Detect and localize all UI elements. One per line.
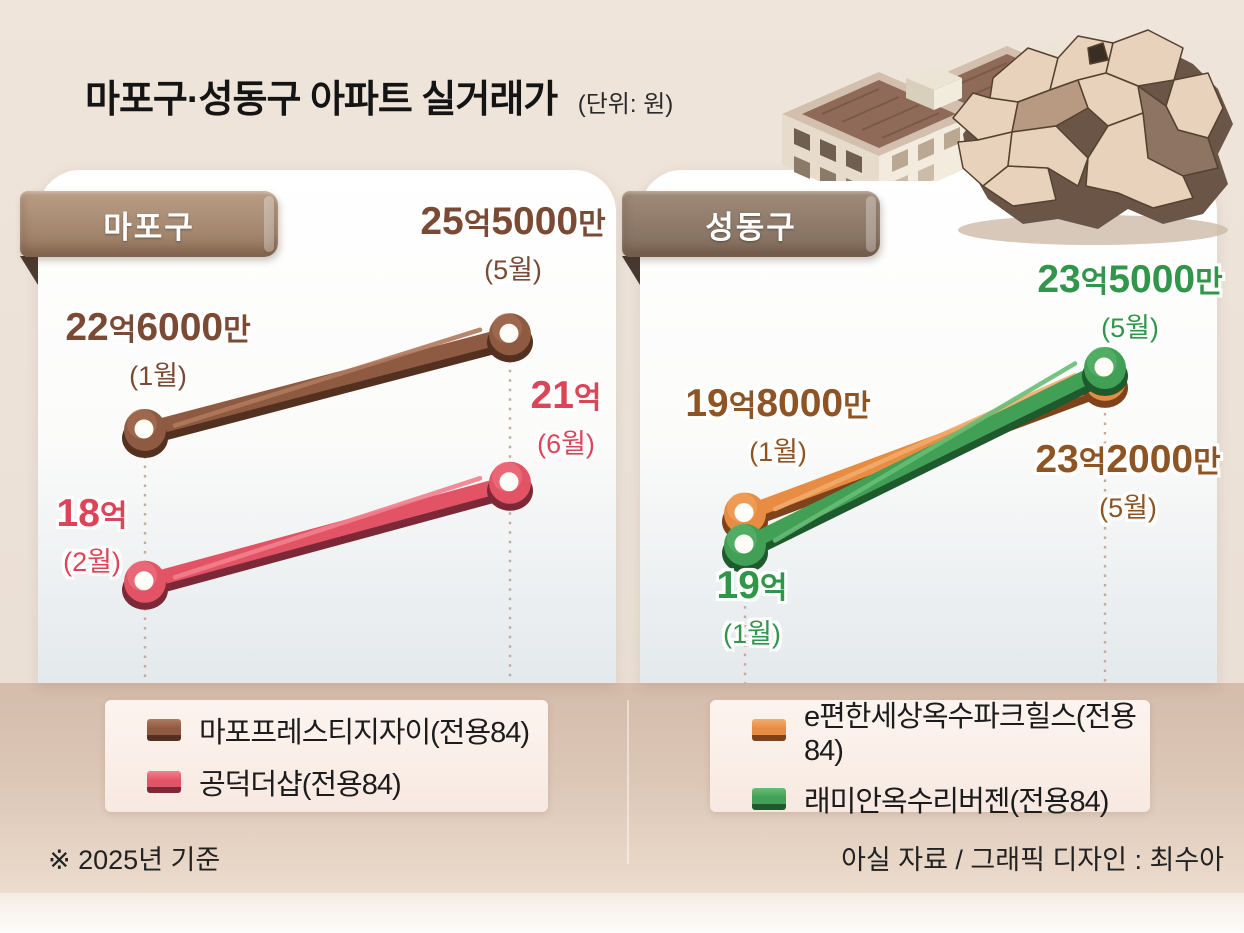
price-value: 19억8000만 [685, 382, 871, 425]
point-label-gongdeok-feb: 18억 (2월) [56, 492, 128, 579]
price-value: 19억 [716, 564, 788, 607]
background-bottom-strip [0, 893, 1244, 933]
legend-label: e편한세상옥수파크힐스(전용84) [804, 700, 1137, 767]
legend-swatch-green [752, 787, 786, 810]
legend-item: 마포프레스티지자이(전용84) [147, 709, 548, 751]
price-value: 25억5000만 [420, 200, 606, 243]
point-label-mapo-prestige-may: 25억5000만 (5월) [420, 200, 606, 287]
legend-card-mapo: 마포프레스티지자이(전용84) 공덕더샵(전용84) [105, 700, 548, 812]
price-value: 23억2000만 [1035, 438, 1221, 481]
badge-seongdong-fold [622, 256, 640, 285]
price-month: (5월) [1101, 312, 1159, 343]
seongdong-chart [722, 347, 1128, 683]
legend-card-seongdong: e편한세상옥수파크힐스(전용84) 래미안옥수리버젠(전용84) [710, 700, 1150, 818]
price-month: (1월) [723, 618, 781, 649]
point-label-mapo-prestige-jan: 22억6000만 (1월) [65, 306, 251, 393]
price-value: 18억 [56, 492, 128, 535]
legend-swatch-red [147, 771, 181, 793]
seoul-map-illustration [952, 29, 1233, 245]
badge-mapo: 마포구 [20, 191, 278, 257]
page-header: 마포구·성동구 아파트 실거래가 (단위: 원) [85, 68, 673, 123]
badge-mapo-fold [20, 256, 38, 285]
credit: 아실 자료 / 그래픽 디자인 : 최수아 [841, 845, 1224, 875]
legend-label: 래미안옥수리버젠(전용84) [804, 785, 1109, 818]
point-label-raemian-jan: 19억 (1월) [716, 564, 788, 651]
title-unit: (단위: 원) [577, 91, 674, 118]
price-value: 23억5000만 [1037, 258, 1223, 301]
price-value: 21억 [530, 374, 602, 417]
legend-label: 마포프레스티지자이(전용84) [199, 717, 530, 749]
legend-swatch-orange [752, 719, 786, 741]
legend-item: e편한세상옥수파크힐스(전용84) [752, 693, 1150, 768]
price-value: 22억6000만 [65, 306, 251, 349]
price-month: (1월) [749, 436, 807, 467]
point-label-epyeonhan-jan: 19억8000만 (1월) [685, 382, 871, 469]
price-month: (1월) [129, 360, 187, 391]
point-label-raemian-may: 23억5000만 (5월) [1037, 258, 1223, 345]
price-month: (5월) [1099, 492, 1157, 523]
legend-label: 공덕더샵(전용84) [199, 769, 402, 801]
price-month: (2월) [63, 546, 121, 577]
mapo-chart [122, 313, 533, 683]
price-month: (5월) [484, 254, 542, 285]
badge-seongdong: 성동구 [622, 191, 880, 257]
legend-swatch-brown [147, 719, 181, 741]
page-title: 마포구·성동구 아파트 실거래가 [85, 79, 558, 121]
legend-item: 래미안옥수리버젠(전용84) [752, 778, 1150, 820]
point-label-epyeonhan-may: 23억2000만 (5월) [1035, 438, 1221, 525]
band-divider [627, 700, 629, 864]
price-month: (6월) [537, 428, 595, 459]
point-label-gongdeok-jun: 21억 (6월) [530, 374, 602, 461]
legend-item: 공덕더샵(전용84) [147, 761, 548, 803]
footnote: ※ 2025년 기준 [48, 845, 221, 875]
